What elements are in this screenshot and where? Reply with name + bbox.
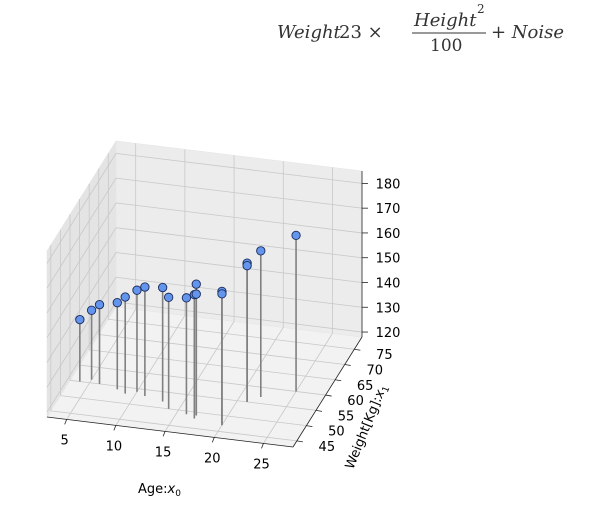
grid-z-left [46, 252, 117, 363]
grid-x-floor [213, 327, 284, 438]
grid-y-floor [108, 318, 355, 350]
x-tick-mark [113, 425, 117, 431]
y-tick-mark [335, 379, 342, 382]
y-tick-label: 55 [338, 409, 355, 424]
y-axis-line [292, 336, 363, 448]
grid-z-left [46, 301, 117, 413]
grid-x-floor [263, 333, 333, 444]
data-point [191, 279, 201, 289]
grid-y-floor [89, 349, 336, 381]
y-tick-label: 65 [357, 379, 374, 394]
equation-tail: + Noise [491, 22, 564, 43]
x-tick-mark [211, 437, 215, 443]
grid-z-back [115, 202, 363, 234]
grid-z-left [46, 227, 117, 338]
equation: Weight 23 × Height 2 100 + Noise [277, 2, 564, 56]
equation-coef: 23 × [339, 22, 383, 43]
z-tick-label: 130 [376, 301, 401, 316]
y-tick-mark [325, 394, 332, 397]
grid-z-left [46, 202, 117, 314]
x-tick-label: 15 [155, 445, 172, 460]
equation-numerator: Height [413, 10, 477, 31]
z-tick-label: 150 [376, 252, 401, 267]
grid-z-back [115, 301, 363, 333]
z-tick-label: 180 [376, 177, 401, 192]
grid-z-back [115, 152, 363, 184]
grid-z-left [46, 153, 117, 264]
z-tick-label: 160 [376, 227, 401, 242]
equation-denominator: 100 [430, 36, 462, 56]
x-tick-mark [261, 443, 264, 449]
equation-exponent: 2 [477, 2, 485, 16]
grid-z-back [115, 177, 363, 209]
grid [46, 143, 363, 444]
data-point [94, 299, 105, 310]
data-point [217, 289, 227, 299]
x-axis-line [46, 416, 294, 448]
stems [79, 235, 297, 426]
y-tick-label: 50 [328, 425, 345, 440]
axis-lines [46, 171, 368, 449]
x-tick-label: 10 [106, 439, 123, 454]
back-pane [115, 140, 363, 338]
z-tick-label: 170 [376, 202, 401, 217]
grid-z-back [115, 252, 363, 283]
x-tick-mark [162, 431, 166, 437]
x-tick-mark [64, 419, 68, 425]
grid-z-left [46, 277, 117, 388]
y-tick-mark [306, 425, 313, 428]
y-tick-label: 70 [366, 364, 383, 379]
grid-x-floor [66, 309, 137, 420]
markers [75, 230, 301, 325]
y-tick-label: 45 [319, 440, 336, 455]
data-point [120, 292, 130, 302]
y-tick-mark [296, 440, 303, 443]
axis-panes [46, 139, 363, 448]
y-tick-mark [315, 409, 323, 412]
x-tick-label: 25 [253, 457, 270, 472]
x-tick-label: 5 [61, 433, 69, 448]
grid-y-floor [69, 379, 317, 411]
z-tick-label: 140 [376, 276, 401, 291]
data-point [256, 246, 266, 256]
data-point [112, 298, 122, 308]
data-point [132, 285, 142, 295]
grid-y-floor [79, 364, 326, 396]
data-point [75, 314, 85, 325]
grid-z-back [115, 276, 363, 308]
data-point [191, 289, 201, 299]
grid-x-floor [115, 315, 186, 426]
grid-y-floor [50, 410, 297, 442]
data-point [157, 282, 168, 293]
data-point [291, 230, 301, 241]
data-point [140, 282, 150, 292]
data-point [181, 293, 192, 303]
grid-y-floor [60, 395, 307, 427]
equation-lhs: Weight [277, 22, 342, 43]
x-tick-label: 20 [204, 451, 221, 466]
z-tick-label: 120 [376, 326, 401, 341]
data-point [242, 261, 252, 271]
grid-z-left [46, 177, 117, 289]
y-tick-mark [354, 348, 361, 351]
grid-z-back [115, 227, 363, 259]
y-tick-label: 60 [347, 394, 364, 409]
data-point [164, 292, 174, 302]
y-tick-label: 75 [376, 348, 393, 363]
y-tick-mark [344, 364, 351, 366]
data-point [86, 305, 97, 315]
x-axis-label: Age:x0 [138, 482, 181, 499]
